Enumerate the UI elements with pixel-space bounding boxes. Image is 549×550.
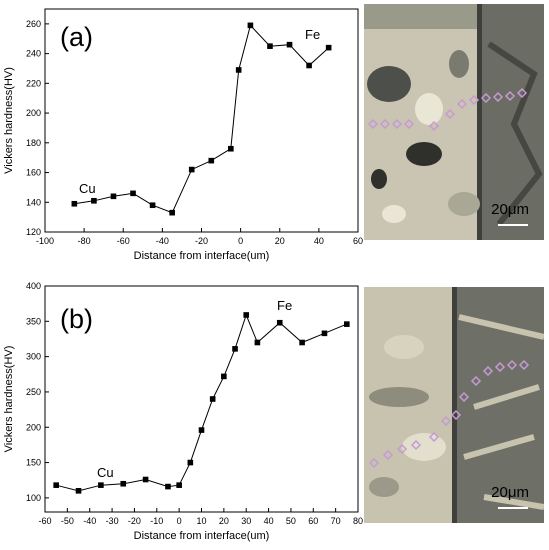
- data-point-1-11: [232, 346, 238, 352]
- data-point-1-4: [142, 476, 149, 483]
- y-tick-label: 120: [26, 227, 41, 237]
- data-point-0-0: [71, 200, 78, 207]
- x-tick-label: -10: [150, 516, 163, 526]
- data-point-0-7: [208, 157, 215, 164]
- data-point-1-8: [198, 427, 205, 433]
- data-point-1-6: [176, 482, 182, 488]
- annotation-fe: Fe: [305, 27, 320, 42]
- data-point-1-7: [187, 459, 194, 466]
- x-tick-label: -60: [38, 516, 51, 526]
- micrograph-a: 20μm: [364, 4, 544, 240]
- y-tick-label: 350: [26, 316, 41, 326]
- data-point-0-2: [110, 193, 117, 200]
- panel-label: (a): [60, 22, 93, 52]
- panel-label: (b): [60, 304, 93, 334]
- data-point-0-6: [188, 166, 195, 173]
- data-point-0-11: [267, 43, 273, 49]
- data-point-1-15: [299, 339, 305, 346]
- x-tick-label: 70: [331, 516, 341, 526]
- data-point-1-3: [120, 480, 127, 487]
- data-point-0-5: [169, 209, 175, 216]
- x-axis-label: Distance from interface(um): [134, 530, 270, 542]
- x-tick-label: -30: [106, 516, 119, 526]
- data-point-1-2: [98, 482, 104, 488]
- x-axis-label: Distance from interface(um): [134, 250, 270, 262]
- y-tick-label: 200: [26, 422, 41, 432]
- x-tick-label: 20: [219, 516, 229, 526]
- y-axis-label: Vickers hardness(HV): [3, 67, 15, 174]
- y-tick-label: 200: [26, 108, 41, 118]
- data-point-0-9: [235, 67, 242, 73]
- scale-bar-label-b: 20μm: [491, 484, 529, 501]
- data-point-1-0: [53, 482, 59, 488]
- x-tick-label: -40: [156, 236, 169, 246]
- data-point-0-13: [306, 62, 312, 69]
- annotation-cu: Cu: [79, 181, 96, 196]
- x-tick-label: -20: [128, 516, 141, 526]
- data-point-0-10: [247, 22, 254, 29]
- x-tick-label: 20: [275, 236, 285, 246]
- data-point-0-14: [325, 44, 332, 51]
- y-tick-label: 220: [26, 78, 41, 88]
- scale-bar-b: [498, 507, 528, 509]
- data-point-1-9: [209, 396, 216, 402]
- y-tick-label: 300: [26, 352, 41, 362]
- series-line-1-0: [56, 313, 347, 492]
- y-tick-label: 180: [26, 138, 41, 148]
- y-tick-label: 400: [26, 281, 41, 291]
- micrograph-b-image: [364, 287, 544, 523]
- x-tick-label: 30: [241, 516, 251, 526]
- x-tick-label: 80: [353, 516, 363, 526]
- y-tick-label: 150: [26, 458, 41, 468]
- micrograph-a-image: [364, 4, 544, 240]
- x-tick-label: -100: [36, 236, 54, 246]
- annotation-fe: Fe: [277, 298, 292, 313]
- x-tick-label: 10: [196, 516, 206, 526]
- y-tick-label: 250: [26, 387, 41, 397]
- x-tick-label: -20: [195, 236, 208, 246]
- data-point-0-12: [286, 41, 293, 48]
- x-tick-label: 40: [264, 516, 274, 526]
- x-tick-label: -60: [117, 236, 130, 246]
- y-tick-label: 160: [26, 168, 41, 178]
- y-tick-label: 100: [26, 493, 41, 503]
- data-point-1-16: [321, 330, 328, 337]
- data-point-0-3: [130, 190, 136, 197]
- annotation-cu: Cu: [97, 465, 114, 480]
- y-tick-label: 140: [26, 197, 41, 207]
- data-point-1-14: [276, 319, 283, 326]
- scale-bar-label-a: 20μm: [491, 201, 529, 218]
- data-point-1-10: [221, 373, 227, 380]
- scale-bar-a: [498, 224, 528, 226]
- x-tick-label: -40: [83, 516, 96, 526]
- micrograph-b: 20μm: [364, 287, 544, 523]
- x-tick-label: -80: [78, 236, 91, 246]
- x-tick-label: -50: [61, 516, 74, 526]
- y-axis-label: Vickers hardness(HV): [3, 346, 15, 453]
- data-point-0-4: [149, 202, 156, 209]
- data-point-0-1: [91, 197, 97, 204]
- x-tick-label: 50: [286, 516, 296, 526]
- y-tick-label: 260: [26, 19, 41, 29]
- x-tick-label: 60: [353, 236, 363, 246]
- x-tick-label: 0: [238, 236, 243, 246]
- data-point-1-12: [243, 312, 250, 318]
- series-line-0-0: [74, 24, 330, 214]
- data-point-0-8: [228, 145, 234, 152]
- y-tick-label: 240: [26, 49, 41, 59]
- data-point-1-1: [75, 488, 82, 494]
- data-point-1-17: [344, 321, 350, 327]
- x-tick-label: 40: [314, 236, 324, 246]
- data-point-1-5: [165, 483, 171, 490]
- data-point-1-13: [254, 339, 261, 346]
- x-tick-label: 60: [308, 516, 318, 526]
- x-tick-label: 0: [177, 516, 182, 526]
